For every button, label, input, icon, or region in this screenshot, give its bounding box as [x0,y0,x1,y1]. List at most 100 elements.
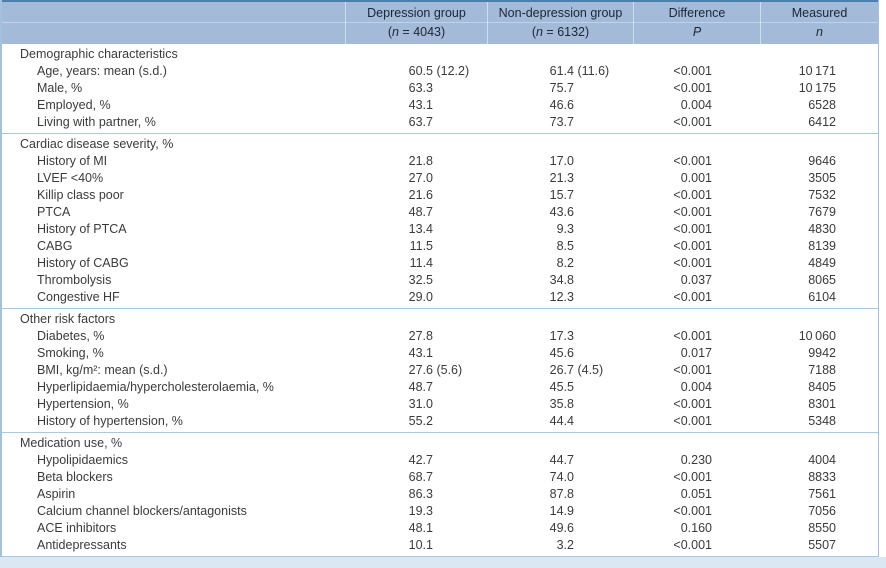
depression-value: 48.1 [408,521,433,535]
table-row: Diabetes, % 27.8 17.3 <0.001 10 060 [2,328,878,345]
nondepression-cell: 44.7 [487,452,633,469]
p-value: 0.001 [680,171,712,185]
measured-n-value: 4830 [808,222,836,236]
row-label: History of PTCA [37,222,127,236]
measured-n-value: 9646 [808,154,836,168]
nondepression-cell: 87.8 [487,486,633,503]
table-header: Depression group (n = 4043) Non-depressi… [2,0,878,44]
p-value: <0.001 [673,470,712,484]
table-body: Demographic characteristics Age, years: … [2,44,878,557]
depression-value: 11.4 [409,256,433,270]
depression-cell: 68.7 [345,469,487,486]
nondepression-cell: 35.8 [487,396,633,413]
nondepression-cell: 49.6 [487,520,633,537]
row-label: Employed, % [37,98,111,112]
nondepression-value: 74.0 [549,470,574,484]
header-depression-group: Depression group (n = 4043) [345,2,487,44]
depression-value: 63.7 [408,115,433,129]
depression-value: 60.5 [408,64,433,78]
table-row: Male, % 63.3 75.7 <0.001 10 175 [2,80,878,97]
p-value: <0.001 [673,205,712,219]
depression-value: 10.1 [408,538,433,552]
nondepression-cell: 34.8 [487,272,633,289]
measured-n-value: 8301 [808,397,836,411]
table-row: Living with partner, % 63.7 73.7 <0.001 … [2,114,878,131]
depression-cell: 31.0 [345,396,487,413]
table-row: Employed, % 43.1 46.6 0.004 6528 [2,97,878,114]
depression-cell: 86.3 [345,486,487,503]
section-title: Other risk factors [20,312,116,326]
table-row: Aspirin 86.3 87.8 0.051 7561 [2,486,878,503]
nondepression-value: 73.7 [549,115,574,129]
table-row: Hyperlipidaemia/hypercholesterolaemia, %… [2,379,878,396]
row-label: History of MI [37,154,108,168]
nondepression-value: 43.6 [549,205,574,219]
section-rows: Diabetes, % 27.8 17.3 <0.001 10 060 Smok… [2,328,878,430]
depression-value: 13.4 [408,222,433,236]
depression-value: 32.5 [408,273,433,287]
nondepression-value: 9.3 [556,222,574,236]
row-label: BMI, kg/m²: mean (s.d.) [37,363,168,377]
depression-value: 27.6 [408,363,433,377]
row-label: Aspirin [37,487,76,501]
depression-cell: 43.1 [345,97,487,114]
section-rows: Hypolipidaemics 42.7 44.7 0.230 4004 Bet… [2,452,878,554]
depression-value: 11.5 [409,239,433,253]
measured-n-value: 8550 [808,521,836,535]
p-value: <0.001 [673,188,712,202]
header-nondepression-group: Non-depression group (n = 6132) [487,2,633,44]
measured-n-value: 10 171 [798,64,836,78]
measured-n-value: 10 175 [798,81,836,95]
p-value: <0.001 [673,115,712,129]
table-row: Beta blockers 68.7 74.0 <0.001 8833 [2,469,878,486]
p-value: <0.001 [673,538,712,552]
depression-cell: 55.2 [345,413,487,430]
depression-cell: 29.0 [345,289,487,306]
table-row: Calcium channel blockers/antagonists 19.… [2,503,878,520]
nondepression-cell: 21.3 [487,170,633,187]
depression-value: 19.3 [408,504,433,518]
table-row: Antidepressants 10.1 3.2 <0.001 5507 [2,537,878,554]
depression-cell: 11.4 [345,255,487,272]
row-label: History of hypertension, % [37,414,183,428]
depression-value: 68.7 [408,470,433,484]
measured-n-value: 9942 [808,346,836,360]
table-row: Congestive HF 29.0 12.3 <0.001 6104 [2,289,878,306]
nondepression-cell: 45.5 [487,379,633,396]
nondepression-value: 34.8 [549,273,574,287]
depression-cell: 48.1 [345,520,487,537]
row-label: Congestive HF [37,290,120,304]
depression-cell: 27.0 [345,170,487,187]
nondepression-cell: 9.3 [487,221,633,238]
nondepression-cell: 43.6 [487,204,633,221]
depression-cell: 27.8 [345,328,487,345]
measured-n-value: 6104 [808,290,836,304]
header-depression-title: Depression group [367,6,466,20]
depression-cell: 63.3 [345,80,487,97]
p-value: 0.230 [680,453,712,467]
measured-n-value: 7561 [808,487,836,501]
table-row: Age, years: mean (s.d.) 60.5 (12.2) 61.4… [2,63,878,80]
depression-value: 29.0 [408,290,433,304]
p-value: <0.001 [673,504,712,518]
depression-cell: 27.6 (5.6) [345,362,487,379]
measured-n-value: 3505 [808,171,836,185]
depression-cell: 13.4 [345,221,487,238]
measured-n-value: 8405 [808,380,836,394]
section-title: Cardiac disease severity, % [20,137,174,151]
measured-n-value: 6528 [808,98,836,112]
depression-cell: 32.5 [345,272,487,289]
n-count: = 6132) [542,25,590,39]
nondepression-cell: 17.3 [487,328,633,345]
header-depression-n: (n = 4043) [388,23,445,42]
header-empty-cell [2,2,345,44]
nondepression-value: 21.3 [549,171,574,185]
depression-value: 86.3 [408,487,433,501]
header-nondepression-n: (n = 6132) [532,23,589,42]
depression-value: 21.8 [408,154,433,168]
n-symbol: n [536,25,543,39]
header-difference-title: Difference [668,6,726,20]
section-title: Demographic characteristics [20,47,178,61]
measured-n-value: 7679 [808,205,836,219]
nondepression-cell: 46.6 [487,97,633,114]
